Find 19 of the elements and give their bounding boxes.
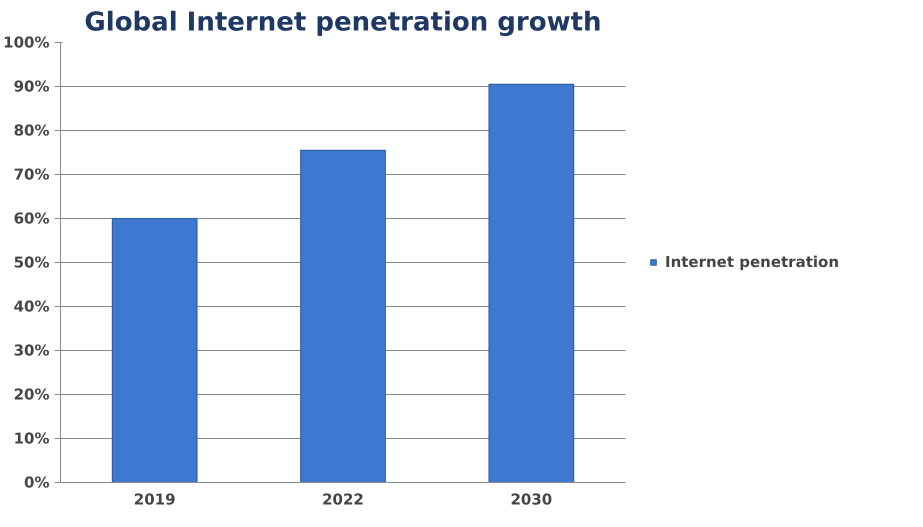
y-tick-label: 60% [14, 210, 50, 228]
y-tick-label: 20% [14, 386, 50, 404]
y-tick-label: 10% [14, 430, 50, 448]
y-tick-label: 40% [14, 298, 50, 316]
y-tick-label: 30% [14, 342, 50, 360]
y-tick-label: 70% [14, 166, 50, 184]
y-tick-label: 0% [24, 474, 50, 492]
bar [112, 218, 198, 482]
bar [488, 84, 574, 482]
x-tick-label: 2019 [134, 490, 176, 508]
legend-label: Internet penetration [665, 253, 839, 271]
x-tick-label: 2022 [322, 490, 364, 508]
y-tick-label: 50% [14, 254, 50, 272]
y-tick-label: 90% [14, 78, 50, 96]
x-tick-label: 2030 [510, 490, 552, 508]
y-tick-label: 100% [3, 34, 50, 52]
chart-title: Global Internet penetration growth [84, 8, 602, 38]
bar [300, 150, 386, 482]
y-tick-label: 80% [14, 122, 50, 140]
